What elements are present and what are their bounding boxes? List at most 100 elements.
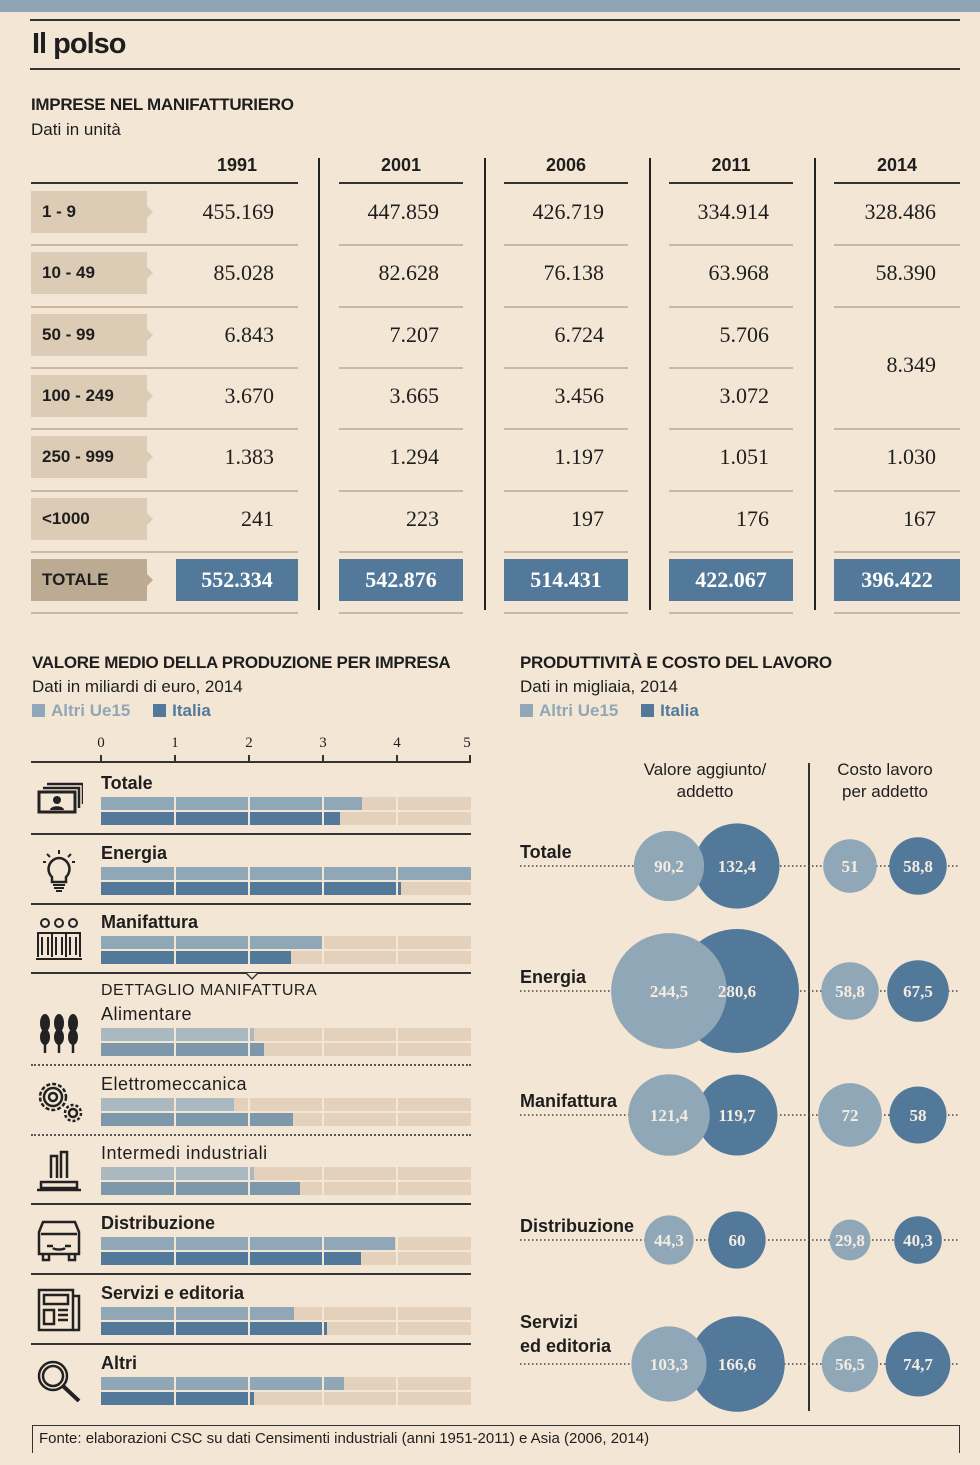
row-rule [669, 489, 793, 492]
row-rule [834, 428, 960, 431]
bar-gridline [322, 1028, 324, 1041]
bar-gridline [396, 1392, 398, 1405]
row-rule [834, 550, 960, 553]
va-ue15-value: 90,2 [654, 857, 684, 876]
row-rule [31, 428, 298, 431]
axis-tick [248, 755, 250, 762]
total-value: 542.876 [339, 558, 463, 601]
bar-ue15 [101, 867, 471, 880]
group-separator [31, 1273, 471, 1275]
va-ue15-value: 103,3 [650, 1355, 688, 1374]
row-rule [504, 305, 628, 308]
bar-gridline [322, 1043, 324, 1056]
row-rule [504, 244, 628, 247]
bubbles-title: PRODUTTIVITÀ E COSTO DEL LAVORO [520, 653, 832, 672]
dotted-separator [31, 1134, 471, 1136]
bubble-va-ue15 [628, 1074, 710, 1156]
row-rule [669, 428, 793, 431]
row-rule [504, 550, 628, 553]
col-header-labor-cost: Costo lavoro per addetto [837, 760, 933, 801]
bar-gridline [248, 1167, 250, 1180]
bubble-row-label-line: Distribuzione [520, 1216, 635, 1236]
row-rule [339, 550, 463, 553]
group-separator [31, 903, 471, 905]
bubble-va-italia [689, 1316, 785, 1412]
bar-italia [101, 951, 292, 964]
bar-gridline [248, 1182, 250, 1195]
year-header: 2011 [711, 155, 751, 175]
bar-italia [101, 1322, 327, 1335]
bar-gridline [396, 1322, 398, 1335]
va-ue15-value: 244,5 [650, 982, 688, 1001]
table-cell: 241 [241, 505, 274, 531]
axis-tick [322, 755, 324, 762]
factory-icon [35, 1148, 83, 1192]
total-value: 422.067 [669, 558, 793, 601]
header-rule [669, 182, 793, 184]
lightbulb-icon [35, 848, 83, 892]
bar-gridline [322, 882, 324, 895]
bar-gridline [174, 1392, 176, 1405]
bar-italia [101, 1392, 255, 1405]
bar-track [101, 1377, 471, 1390]
bar-gridline [174, 882, 176, 895]
bar-gridline [248, 936, 250, 949]
row-label: TOTALE [31, 558, 153, 601]
bar-gridline [174, 1043, 176, 1056]
bubble-row-label: Totale [520, 840, 572, 864]
bubble-row-label-line: ed editoria [520, 1336, 612, 1356]
bar-gridline [322, 1182, 324, 1195]
axis-tick [396, 755, 398, 762]
bar-gridline [396, 882, 398, 895]
year-header: 1991 [216, 155, 258, 175]
row-rule [834, 489, 960, 492]
bar-gridline [396, 1098, 398, 1111]
bar-category-label: Servizi e editoria [101, 1283, 245, 1303]
table-cell: 223 [406, 505, 439, 531]
divider [30, 19, 960, 21]
bar-gridline [396, 1167, 398, 1180]
row-label: 50 - 99 [31, 313, 153, 356]
bars-subtitle: Dati in miliardi di euro, 2014 [32, 677, 243, 696]
bar-gridline [248, 812, 250, 825]
table-cell: 1.051 [719, 444, 770, 470]
axis-tick [174, 755, 176, 762]
top-band [0, 0, 980, 12]
header-rule [339, 182, 463, 184]
bubble-va-italia [696, 1074, 778, 1156]
table-cell: 197 [571, 505, 604, 531]
bubble-cost-italia [889, 1086, 947, 1144]
va-italia-value: 132,4 [718, 857, 757, 876]
row-rule [339, 366, 463, 369]
bar-ue15 [101, 797, 363, 810]
table-cell: 334.914 [697, 199, 770, 224]
bar-gridline [248, 867, 250, 880]
table-cell: 58.390 [875, 260, 937, 286]
cost-italia-value: 58,8 [903, 857, 933, 876]
bar-gridline [174, 812, 176, 825]
row-rule [669, 305, 793, 308]
row-rule [31, 612, 298, 615]
table-cell: 3.670 [224, 382, 275, 408]
bar-gridline [322, 1113, 324, 1126]
workers-icon [35, 917, 83, 961]
bar-category-label: Intermedi industriali [101, 1143, 268, 1163]
axis-tick [100, 755, 102, 762]
cost-ue15-value: 72 [842, 1106, 859, 1125]
bar-track [101, 1043, 471, 1056]
bar-gridline [248, 1098, 250, 1111]
legend-ue15: Altri Ue15 [520, 701, 618, 720]
bar-ue15 [101, 1307, 295, 1320]
table-cell: 328.486 [864, 199, 937, 224]
bar-category-label: Distribuzione [101, 1213, 216, 1233]
bar-gridline [248, 1237, 250, 1250]
bar-gridline [248, 1307, 250, 1320]
bar-gridline [174, 1113, 176, 1126]
table-subtitle: Dati in unità [31, 120, 121, 139]
bubble-cost-ue15 [821, 962, 879, 1020]
table-cell: 1.383 [224, 444, 275, 470]
bubble-va-ue15 [611, 933, 727, 1049]
axis-tick-label: 0 [97, 735, 105, 751]
bar-gridline [248, 1252, 250, 1265]
